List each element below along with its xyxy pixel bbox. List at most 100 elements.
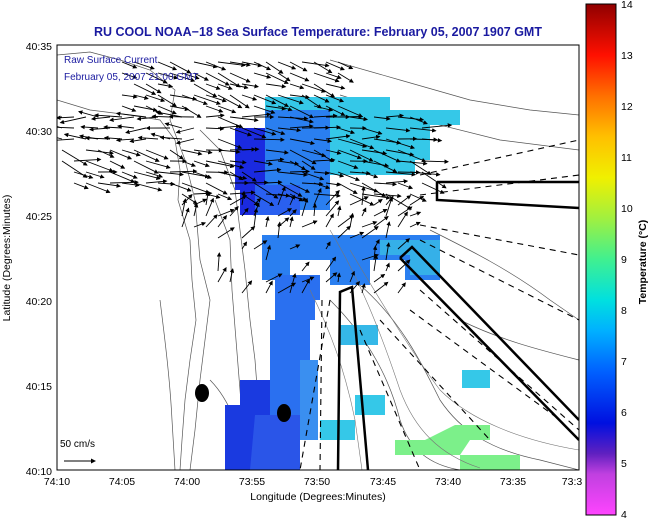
current-vector — [109, 149, 133, 160]
current-vector — [289, 72, 310, 82]
current-vector — [229, 268, 235, 283]
current-vector — [337, 105, 364, 118]
current-vector — [289, 61, 308, 72]
current-vector — [421, 138, 443, 143]
current-vector — [205, 105, 224, 113]
current-vector — [385, 127, 411, 133]
station-marker — [277, 404, 291, 422]
current-vector — [133, 160, 159, 174]
current-vector — [157, 61, 178, 71]
current-vector — [325, 189, 340, 206]
y-tick-label: 40:15 — [26, 381, 52, 393]
current-vector — [421, 123, 453, 129]
current-vector — [145, 160, 171, 169]
current-vector — [397, 211, 408, 228]
current-vector — [313, 105, 334, 112]
current-vector — [313, 113, 338, 119]
current-vector — [337, 171, 360, 182]
current-vector — [373, 160, 398, 173]
current-vector — [181, 72, 200, 80]
current-vector — [205, 191, 210, 206]
current-vector — [409, 160, 432, 176]
current-vector — [169, 72, 196, 83]
x-tick-label: 73:35 — [500, 476, 526, 488]
current-vector — [277, 94, 304, 105]
current-vector — [301, 83, 326, 93]
current-vector — [253, 94, 277, 105]
current-vector — [265, 61, 284, 74]
current-vector — [265, 180, 283, 185]
current-vector — [397, 195, 412, 206]
current-vector — [325, 149, 342, 155]
current-vector — [337, 182, 358, 194]
current-vector — [205, 214, 218, 228]
current-vector — [265, 149, 289, 155]
current-vector — [337, 127, 356, 135]
current-vector — [373, 254, 379, 272]
current-vector — [325, 83, 346, 90]
current-vector — [229, 171, 244, 181]
colorbar-gradient — [585, 3, 617, 516]
current-vector — [205, 126, 225, 131]
current-vector — [205, 182, 228, 195]
current-vector — [121, 149, 141, 157]
current-vector — [349, 212, 355, 228]
current-vector — [253, 197, 262, 206]
current-vector — [385, 221, 391, 239]
current-vector — [277, 105, 293, 112]
current-vector — [217, 193, 233, 201]
current-vector — [289, 182, 311, 193]
current-vector — [241, 280, 253, 294]
current-vector — [337, 61, 354, 70]
current-vector — [325, 272, 338, 283]
current-vector — [373, 209, 388, 217]
current-vector — [325, 171, 345, 178]
current-vector — [325, 241, 331, 250]
colorbar-tick: 9 — [621, 254, 627, 266]
current-vector — [205, 160, 235, 169]
current-vector — [421, 159, 449, 164]
x-tick-label: 73:45 — [370, 476, 396, 488]
current-vector — [277, 127, 302, 133]
current-vector — [121, 72, 138, 79]
current-vector — [409, 221, 421, 228]
current-vector — [121, 94, 138, 99]
current-vector — [421, 171, 447, 189]
current-vector — [289, 83, 305, 90]
current-vector — [73, 171, 94, 179]
current-vector — [175, 138, 195, 145]
current-vector — [349, 231, 365, 239]
current-vector — [229, 116, 259, 123]
current-vector — [241, 207, 249, 217]
current-vector — [325, 61, 345, 71]
current-vector — [241, 127, 267, 139]
current-vector — [265, 94, 289, 107]
current-vector — [325, 134, 351, 140]
current-vector — [289, 216, 294, 228]
current-vector — [241, 241, 248, 250]
current-vector — [361, 127, 383, 135]
current-vector — [312, 203, 318, 217]
current-vector — [73, 182, 89, 190]
current-vector — [217, 267, 227, 283]
current-vector — [373, 116, 391, 121]
current-vector — [397, 149, 427, 163]
current-vector — [85, 171, 105, 179]
current-vector — [181, 207, 190, 228]
current-vector — [217, 105, 237, 114]
current-vector — [385, 138, 415, 150]
colorbar-tick: 12 — [621, 101, 633, 113]
x-axis: 74:10 74:05 74:00 73:55 73:50 73:45 73:4… — [44, 476, 583, 488]
shipping-channels — [336, 180, 579, 470]
current-vector — [181, 105, 202, 118]
current-vector — [133, 182, 163, 192]
current-vector — [205, 83, 221, 90]
current-vector — [325, 105, 346, 116]
current-vector — [313, 182, 331, 190]
current-vector — [253, 127, 277, 136]
current-vector — [373, 273, 386, 283]
current-vector — [229, 72, 251, 83]
current-vector — [159, 135, 183, 140]
current-vector — [289, 209, 297, 217]
current-vector — [217, 124, 241, 129]
